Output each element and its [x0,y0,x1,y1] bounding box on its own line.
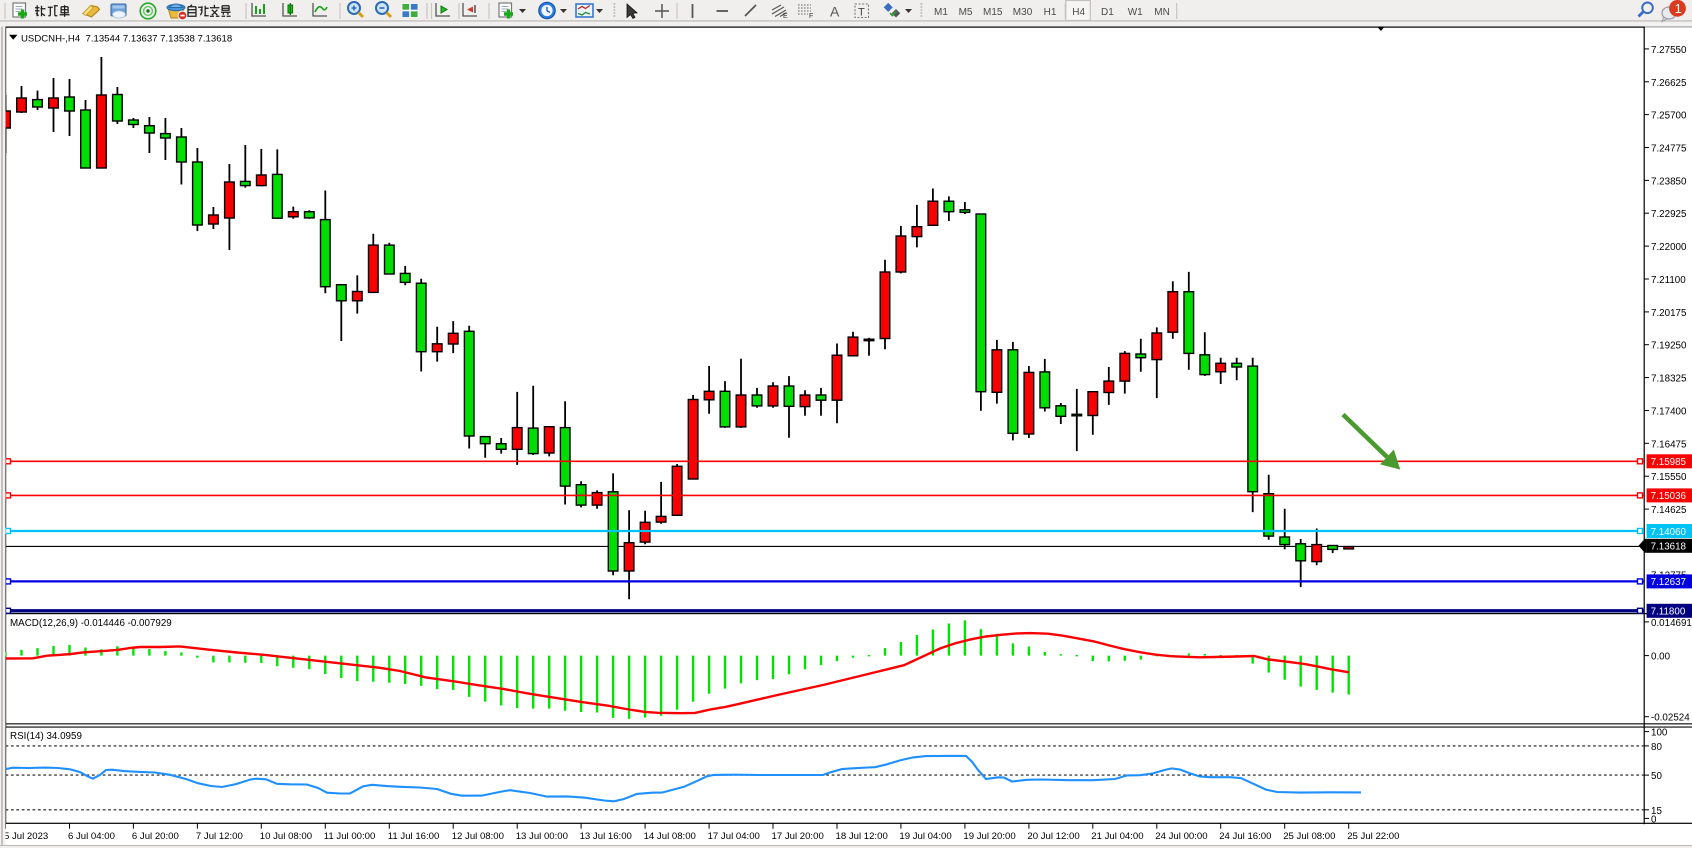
svg-text:M15: M15 [983,7,1003,18]
svg-text:7.22925: 7.22925 [1651,209,1687,220]
svg-text:MN: MN [1154,7,1170,18]
svg-text:25 Jul 08:00: 25 Jul 08:00 [1283,831,1335,842]
svg-text:1: 1 [1675,1,1682,16]
svg-text:100: 100 [1651,728,1668,739]
svg-text:M1: M1 [934,7,948,18]
svg-text:21 Jul 04:00: 21 Jul 04:00 [1091,831,1143,842]
svg-text:0.00: 0.00 [1651,652,1671,663]
svg-text:0.014691: 0.014691 [1651,618,1692,629]
svg-text:D1: D1 [1101,7,1114,18]
svg-text:T: T [858,7,865,19]
svg-text:5 Jul 2023: 5 Jul 2023 [4,831,48,842]
svg-text:25 Jul 22:00: 25 Jul 22:00 [1347,831,1399,842]
svg-text:7.25700: 7.25700 [1651,111,1687,122]
svg-text:6 Jul 20:00: 6 Jul 20:00 [132,831,179,842]
svg-text:7.14060: 7.14060 [1651,527,1687,538]
svg-text:7.16475: 7.16475 [1651,439,1687,450]
svg-text:13 Jul 16:00: 13 Jul 16:00 [580,831,632,842]
svg-text:7.27550: 7.27550 [1651,45,1687,56]
svg-text:7.15985: 7.15985 [1651,457,1687,468]
svg-text:7.24775: 7.24775 [1651,144,1687,155]
svg-text:15: 15 [1651,806,1662,817]
svg-text:M30: M30 [1013,7,1033,18]
svg-text:80: 80 [1651,742,1662,753]
svg-text:7.18325: 7.18325 [1651,374,1687,385]
svg-text:7 Jul 12:00: 7 Jul 12:00 [196,831,243,842]
svg-text:50: 50 [1651,771,1662,782]
svg-text:7.26625: 7.26625 [1651,78,1687,89]
svg-text:11 Jul 16:00: 11 Jul 16:00 [388,831,440,842]
svg-text:M5: M5 [959,7,973,18]
svg-text:A: A [830,4,840,20]
svg-text:7.21100: 7.21100 [1651,275,1686,286]
svg-text:10 Jul 08:00: 10 Jul 08:00 [260,831,312,842]
svg-text:7.13618: 7.13618 [1651,542,1687,553]
svg-text:14 Jul 08:00: 14 Jul 08:00 [644,831,696,842]
svg-text:7.19250: 7.19250 [1651,341,1687,352]
svg-text:MACD(12,26,9) -0.014446 -0.007: MACD(12,26,9) -0.014446 -0.007929 [10,618,172,629]
svg-text:7.14625: 7.14625 [1651,505,1687,516]
svg-text:7.11800: 7.11800 [1651,607,1686,618]
svg-text:24 Jul 00:00: 24 Jul 00:00 [1155,831,1207,842]
svg-text:17 Jul 20:00: 17 Jul 20:00 [772,831,824,842]
svg-text:19 Jul 04:00: 19 Jul 04:00 [899,831,951,842]
svg-text:0: 0 [1651,814,1657,825]
svg-text:7.12637: 7.12637 [1651,577,1686,588]
svg-text:18 Jul 12:00: 18 Jul 12:00 [836,831,888,842]
svg-text:24 Jul 16:00: 24 Jul 16:00 [1219,831,1271,842]
svg-text:13 Jul 00:00: 13 Jul 00:00 [516,831,568,842]
svg-text:12 Jul 08:00: 12 Jul 08:00 [452,831,504,842]
svg-text:7.23850: 7.23850 [1651,176,1687,187]
svg-text:7.17400: 7.17400 [1651,407,1687,418]
svg-text:RSI(14) 34.0959: RSI(14) 34.0959 [10,731,82,742]
svg-text:19 Jul 20:00: 19 Jul 20:00 [963,831,1015,842]
svg-text:USDCNH-,H4 7.13544 7.13637 7.: USDCNH-,H4 7.13544 7.13637 7.13538 7.136… [21,33,232,44]
svg-text:6 Jul 04:00: 6 Jul 04:00 [68,831,115,842]
svg-text:11 Jul 00:00: 11 Jul 00:00 [324,831,376,842]
svg-text:-0.02524: -0.02524 [1651,713,1690,724]
svg-text:W1: W1 [1128,7,1143,18]
svg-text:7.22000: 7.22000 [1651,242,1687,253]
svg-text:H1: H1 [1044,7,1057,18]
svg-text:F: F [809,13,813,20]
svg-text:7.15036: 7.15036 [1651,491,1687,502]
svg-text:7.15550: 7.15550 [1651,472,1687,483]
svg-text:7.20175: 7.20175 [1651,308,1687,319]
svg-text:H4: H4 [1072,7,1085,18]
svg-text:E: E [783,13,788,20]
svg-text:20 Jul 12:00: 20 Jul 12:00 [1027,831,1079,842]
svg-text:17 Jul 04:00: 17 Jul 04:00 [708,831,760,842]
